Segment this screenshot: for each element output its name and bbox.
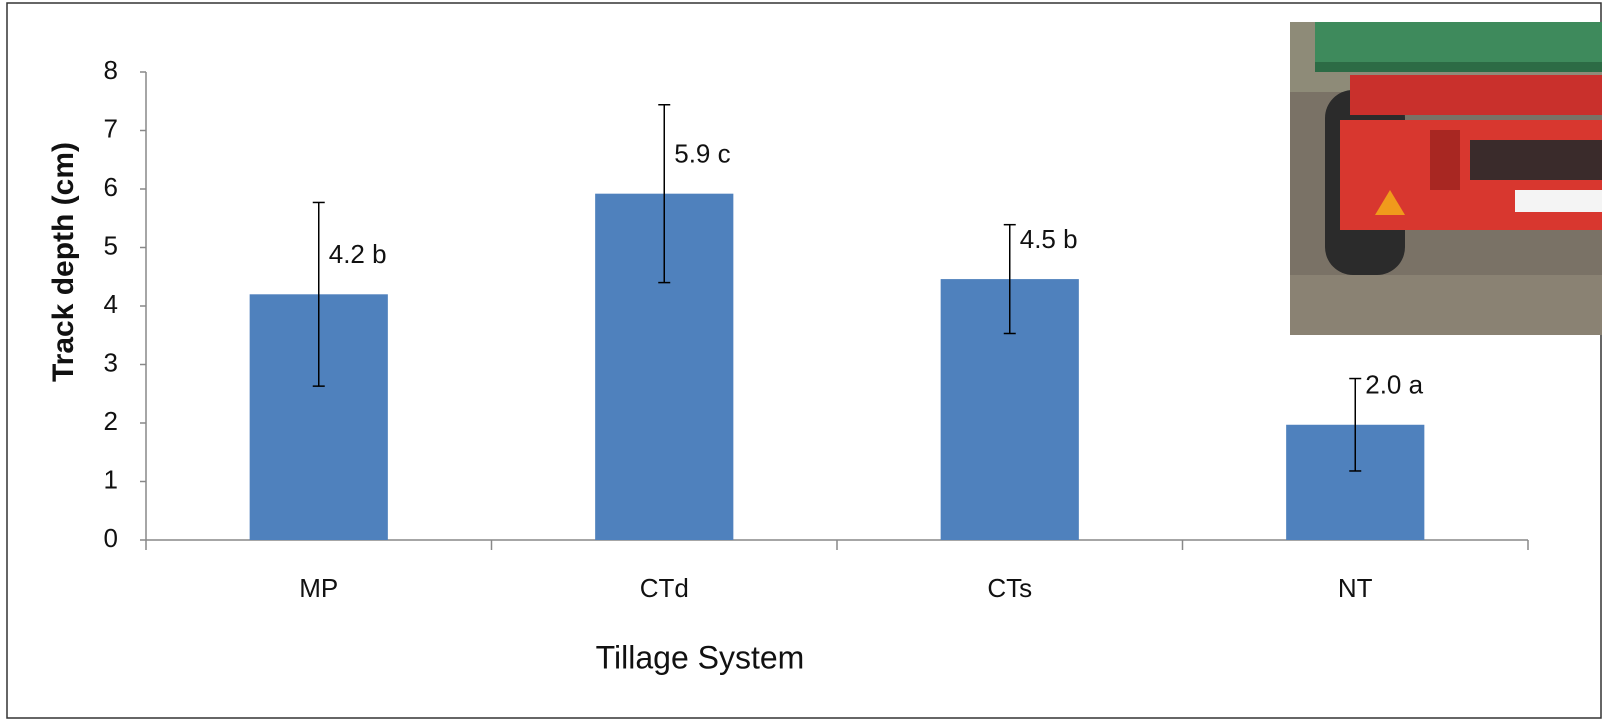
x-axis-title: Tillage System [596, 639, 805, 675]
y-tick-label: 6 [104, 172, 118, 202]
y-tick-label: 3 [104, 347, 118, 377]
inset-photo [1290, 22, 1602, 335]
chart: Tillage System Track depth (cm) 0 1 2 3 4 5 6 7… [0, 0, 1602, 721]
data-label: 4.5 b [1020, 224, 1078, 254]
x-tick-label: CTd [640, 573, 689, 603]
data-label: 4.2 b [329, 239, 387, 269]
x-tick-label: CTs [987, 573, 1032, 603]
x-tick-label: MP [299, 573, 338, 603]
y-tick-label: 1 [104, 464, 118, 494]
y-tick-label: 5 [104, 230, 118, 260]
data-label: 2.0 a [1365, 370, 1423, 400]
y-tick-label: 0 [104, 523, 118, 553]
photo-ground [1290, 275, 1602, 335]
photo-hitch [1430, 130, 1460, 190]
y-tick-label: 7 [104, 113, 118, 143]
photo-shadow [1470, 140, 1602, 180]
y-tick-label: 4 [104, 289, 118, 319]
photo-red-frame [1350, 75, 1602, 115]
data-label: 5.9 c [674, 139, 730, 169]
y-tick-label: 2 [104, 406, 118, 436]
y-axis-title: Track depth (cm) [47, 142, 80, 382]
x-tick-label: NT [1338, 573, 1373, 603]
y-tick-label: 8 [104, 55, 118, 85]
photo-green-rim [1315, 62, 1602, 72]
photo-plate [1515, 190, 1602, 212]
